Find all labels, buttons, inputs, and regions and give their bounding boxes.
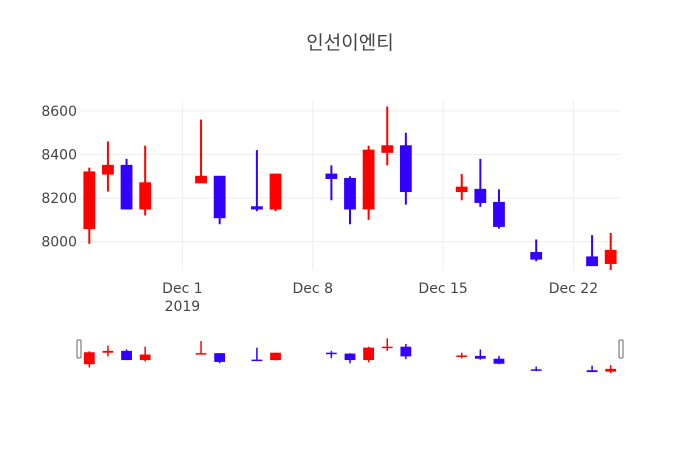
rangeslider-candle <box>474 349 486 360</box>
candle-increasing <box>455 174 468 201</box>
rangeslider-candle <box>530 366 542 372</box>
rangeslider-candle <box>586 365 598 373</box>
candle-body <box>139 182 152 210</box>
candles <box>83 106 617 270</box>
rangeslider-candle <box>121 349 132 361</box>
x-tick-label: Dec 8 <box>293 281 333 297</box>
candle-decreasing <box>399 132 412 205</box>
x-axis: Dec 1 2019 Dec 8 Dec 15 Dec 22 <box>162 281 598 315</box>
rangeslider-candle-body <box>493 358 505 364</box>
rangeslider-candle-body <box>586 370 598 373</box>
candle-increasing <box>604 232 617 270</box>
rangeslider-candle-body <box>270 352 281 361</box>
candle-increasing <box>139 145 152 216</box>
candle-decreasing <box>530 239 543 262</box>
rangeslider-candle <box>344 353 356 364</box>
chart-title: 인선이엔티 <box>306 32 393 54</box>
candle-decreasing <box>474 158 487 207</box>
candle-body <box>120 164 133 210</box>
rangeslider-candle <box>381 338 393 351</box>
rangeslider-candle <box>400 343 412 360</box>
rangeslider-candle-body <box>139 354 151 361</box>
rangeslider-candle-body <box>530 369 542 371</box>
candle-increasing <box>83 167 96 244</box>
rangeslider-candle-body <box>251 359 263 362</box>
candle-body <box>399 145 412 193</box>
candle-body <box>362 149 375 210</box>
rangeslider-candle-body <box>474 355 486 359</box>
rangeslider-candle-body <box>363 347 375 361</box>
rangeslider-candle <box>456 352 468 359</box>
rangeslider-candle <box>83 351 95 368</box>
x-tick-label: Dec 1 <box>162 281 202 297</box>
candle-body <box>250 206 263 210</box>
candle-body <box>455 186 468 193</box>
y-tick-label: 8400 <box>41 147 77 163</box>
rangeslider-candle <box>325 350 337 359</box>
candle-decreasing <box>325 165 338 201</box>
rangeslider-candle-body <box>83 352 95 365</box>
candle-decreasing <box>344 176 356 225</box>
grid-lines <box>80 100 620 270</box>
candle-body <box>213 175 226 219</box>
candle-body <box>325 173 338 179</box>
range-slider[interactable] <box>76 337 624 373</box>
candle-body <box>381 145 394 153</box>
candle-increasing <box>195 119 207 184</box>
y-tick-label: 8200 <box>41 191 77 207</box>
rangeslider-handle-right[interactable] <box>618 339 624 359</box>
candle-body <box>474 188 487 203</box>
candle-body <box>102 164 114 175</box>
candle-decreasing <box>586 235 598 267</box>
candle-body <box>604 249 617 264</box>
rangeslider-candle <box>270 352 281 361</box>
candle-increasing <box>362 145 375 220</box>
rangeslider-candle-body <box>605 368 617 372</box>
x-tick-sublabel: 2019 <box>165 299 201 315</box>
candle-body <box>586 256 598 267</box>
rangeslider-candle <box>363 346 375 363</box>
rangeslider-candle-body <box>381 346 393 349</box>
rangeslider-candle <box>214 353 226 364</box>
rangeslider-handle-left[interactable] <box>76 339 82 359</box>
rangeslider-candle-body <box>400 346 412 357</box>
rangeslider-candle-body <box>325 352 337 355</box>
rangeslider-candle <box>251 347 263 362</box>
candle-increasing <box>102 141 114 192</box>
candle-increasing <box>381 106 394 166</box>
rangeslider-candle <box>195 341 207 355</box>
rangeslider-candle-body <box>102 350 114 353</box>
candle-body <box>344 177 356 210</box>
candle-body <box>493 201 505 227</box>
rangeslider-candle <box>139 346 151 362</box>
candle-decreasing <box>213 175 226 225</box>
rangeslider-candle-body <box>121 350 132 361</box>
rangeslider-candle <box>102 345 114 357</box>
rangeslider-candle <box>493 355 505 365</box>
rangeslider-candle <box>605 365 617 373</box>
candle-body <box>269 173 282 210</box>
y-tick-label: 8000 <box>41 235 77 251</box>
candle-decreasing <box>493 189 505 229</box>
candle-body <box>195 175 207 184</box>
x-tick-label: Dec 22 <box>549 281 598 297</box>
y-axis: 8000 8200 8400 8600 <box>41 104 77 251</box>
candle-increasing <box>269 173 282 212</box>
x-tick-label: Dec 15 <box>418 281 467 297</box>
rangeslider-candle-body <box>456 355 468 357</box>
candle-body <box>530 252 543 260</box>
candle-decreasing <box>250 150 263 212</box>
rangeslider-candle-body <box>214 353 226 362</box>
y-tick-label: 8600 <box>41 104 77 120</box>
candle-body <box>83 171 96 230</box>
rangeslider-candle-body <box>344 353 356 361</box>
candle-decreasing <box>120 158 133 210</box>
rangeslider-candle-body <box>195 353 207 355</box>
